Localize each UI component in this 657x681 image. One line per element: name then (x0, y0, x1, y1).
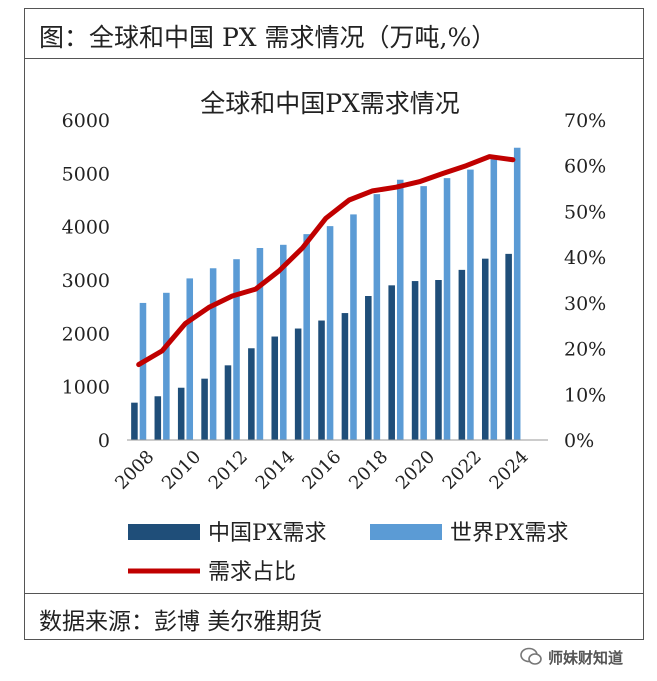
figure-caption: 图：全球和中国 PX 需求情况（万吨,%） (39, 23, 497, 52)
y-right-tick-40%: 40% (564, 247, 606, 269)
bar-china-2019 (388, 285, 395, 440)
bar-china-2011 (201, 378, 208, 440)
x-tick-label-2024: 2024 (485, 446, 532, 493)
bar-china-2021 (435, 280, 442, 440)
x-tick-label-2016: 2016 (298, 446, 345, 493)
point-share-2014 (277, 269, 281, 273)
point-share-2020 (417, 180, 421, 184)
bar-world-2011 (209, 268, 217, 440)
header-bar: 图：全球和中国 PX 需求情况（万吨,%） (25, 9, 643, 59)
bar-china-2012 (224, 365, 232, 440)
point-share-2023 (488, 155, 492, 159)
y-axis-left: 0 1000 2000 3000 4000 5000 6000 (62, 110, 110, 452)
bar-world-2021 (443, 178, 451, 440)
bar-world-2022 (467, 169, 474, 440)
watermark: 师妹财知道 (520, 642, 623, 672)
bar-china-2008 (131, 402, 138, 440)
chart-frame: 图：全球和中国 PX 需求情况（万吨,%） 数据来源：彭博 美尔雅期货 (24, 8, 644, 640)
point-share-2022 (464, 164, 468, 168)
point-share-2016 (324, 216, 328, 220)
bar-china-2013 (248, 348, 255, 440)
bar-china-2016 (318, 320, 325, 440)
y-right-tick-70%: 70% (564, 110, 606, 132)
point-share-2017 (347, 198, 351, 202)
bar-china-2009 (154, 396, 162, 440)
point-share-2024 (511, 158, 515, 162)
bar-china-2010 (177, 387, 185, 440)
chart-title: 全球和中国PX需求情况 (200, 89, 460, 118)
y-right-tick-0%: 0% (564, 430, 594, 452)
legend-swatch-world (370, 524, 442, 540)
y-left-tick-4000: 4000 (62, 217, 110, 239)
bar-china-2024 (505, 253, 512, 440)
y-left-tick-2000: 2000 (62, 323, 110, 345)
line-layer (136, 154, 516, 368)
bar-world-2018 (373, 194, 381, 440)
bar-world-2014 (280, 244, 287, 440)
px-demand-chart: 全球和中国PX需求情况 0 1000 2000 3000 4000 5000 6000 0%… (62, 89, 607, 585)
x-tick-label-2008: 2008 (111, 446, 158, 493)
x-tick-label-2010: 2010 (158, 446, 205, 493)
legend-swatch-china (128, 524, 200, 540)
legend: 中国PX需求 世界PX需求 需求占比 (128, 521, 568, 585)
y-right-tick-20%: 20% (564, 339, 606, 361)
bar-world-2013 (256, 248, 264, 440)
point-share-2018 (371, 189, 375, 193)
point-share-2013 (254, 287, 258, 291)
x-tick-label-2014: 2014 (252, 446, 299, 493)
footer-bar: 数据来源：彭博 美尔雅期货 (25, 593, 643, 639)
bar-world-2008 (139, 302, 147, 440)
bar-china-2015 (294, 328, 302, 440)
y-axis-right: 0% 10% 20% 30% 40% 50% 60% 70% (564, 110, 606, 452)
bar-china-2014 (271, 336, 279, 440)
y-left-tick-6000: 6000 (62, 110, 110, 132)
x-tick-label-2012: 2012 (205, 446, 252, 493)
point-share-2021 (441, 171, 445, 175)
y-right-tick-50%: 50% (564, 201, 606, 223)
point-share-2008 (137, 363, 141, 367)
x-axis: 2008 2010 2012 2014 2016 2018 2020 2022 2024 (111, 439, 548, 494)
y-left-tick-1000: 1000 (62, 377, 110, 399)
point-share-2011 (207, 305, 211, 309)
bar-world-2012 (233, 259, 240, 440)
y-left-tick-0: 0 (98, 430, 110, 452)
bar-world-2010 (186, 278, 194, 440)
point-share-2019 (394, 185, 398, 189)
bar-world-2015 (303, 234, 310, 440)
point-share-2015 (300, 246, 304, 250)
line-share (136, 154, 516, 368)
source-note: 数据来源：彭博 美尔雅期货 (39, 609, 323, 635)
y-right-tick-10%: 10% (564, 384, 606, 406)
wechat-icon (520, 647, 542, 665)
bar-china-2022 (458, 269, 466, 440)
x-tick-label-2022: 2022 (439, 446, 486, 493)
bar-world-2017 (350, 214, 357, 440)
y-left-tick-3000: 3000 (62, 270, 110, 292)
legend-label-share: 需求占比 (208, 560, 296, 585)
bar-china-2023 (481, 258, 489, 440)
y-right-tick-60%: 60% (564, 156, 606, 178)
bar-world-2016 (326, 226, 334, 440)
bar-world-2009 (163, 292, 170, 440)
bar-world-2023 (490, 157, 498, 440)
bar-world-2024 (513, 147, 521, 440)
watermark-text: 师妹财知道 (548, 648, 624, 667)
x-tick-label-2018: 2018 (345, 446, 392, 493)
point-share-2010 (183, 321, 187, 325)
point-share-2012 (230, 294, 234, 298)
bar-china-2017 (341, 313, 349, 440)
point-share-2009 (160, 349, 164, 353)
x-tick-label-2020: 2020 (392, 446, 439, 493)
bar-layer (131, 147, 521, 440)
y-left-tick-5000: 5000 (62, 163, 110, 185)
legend-label-china: 中国PX需求 (208, 521, 326, 546)
legend-label-world: 世界PX需求 (450, 521, 568, 546)
y-right-tick-30%: 30% (564, 293, 606, 315)
bar-world-2020 (420, 186, 427, 440)
bar-china-2020 (411, 281, 419, 440)
bar-world-2019 (396, 179, 404, 440)
bar-china-2018 (365, 296, 372, 440)
